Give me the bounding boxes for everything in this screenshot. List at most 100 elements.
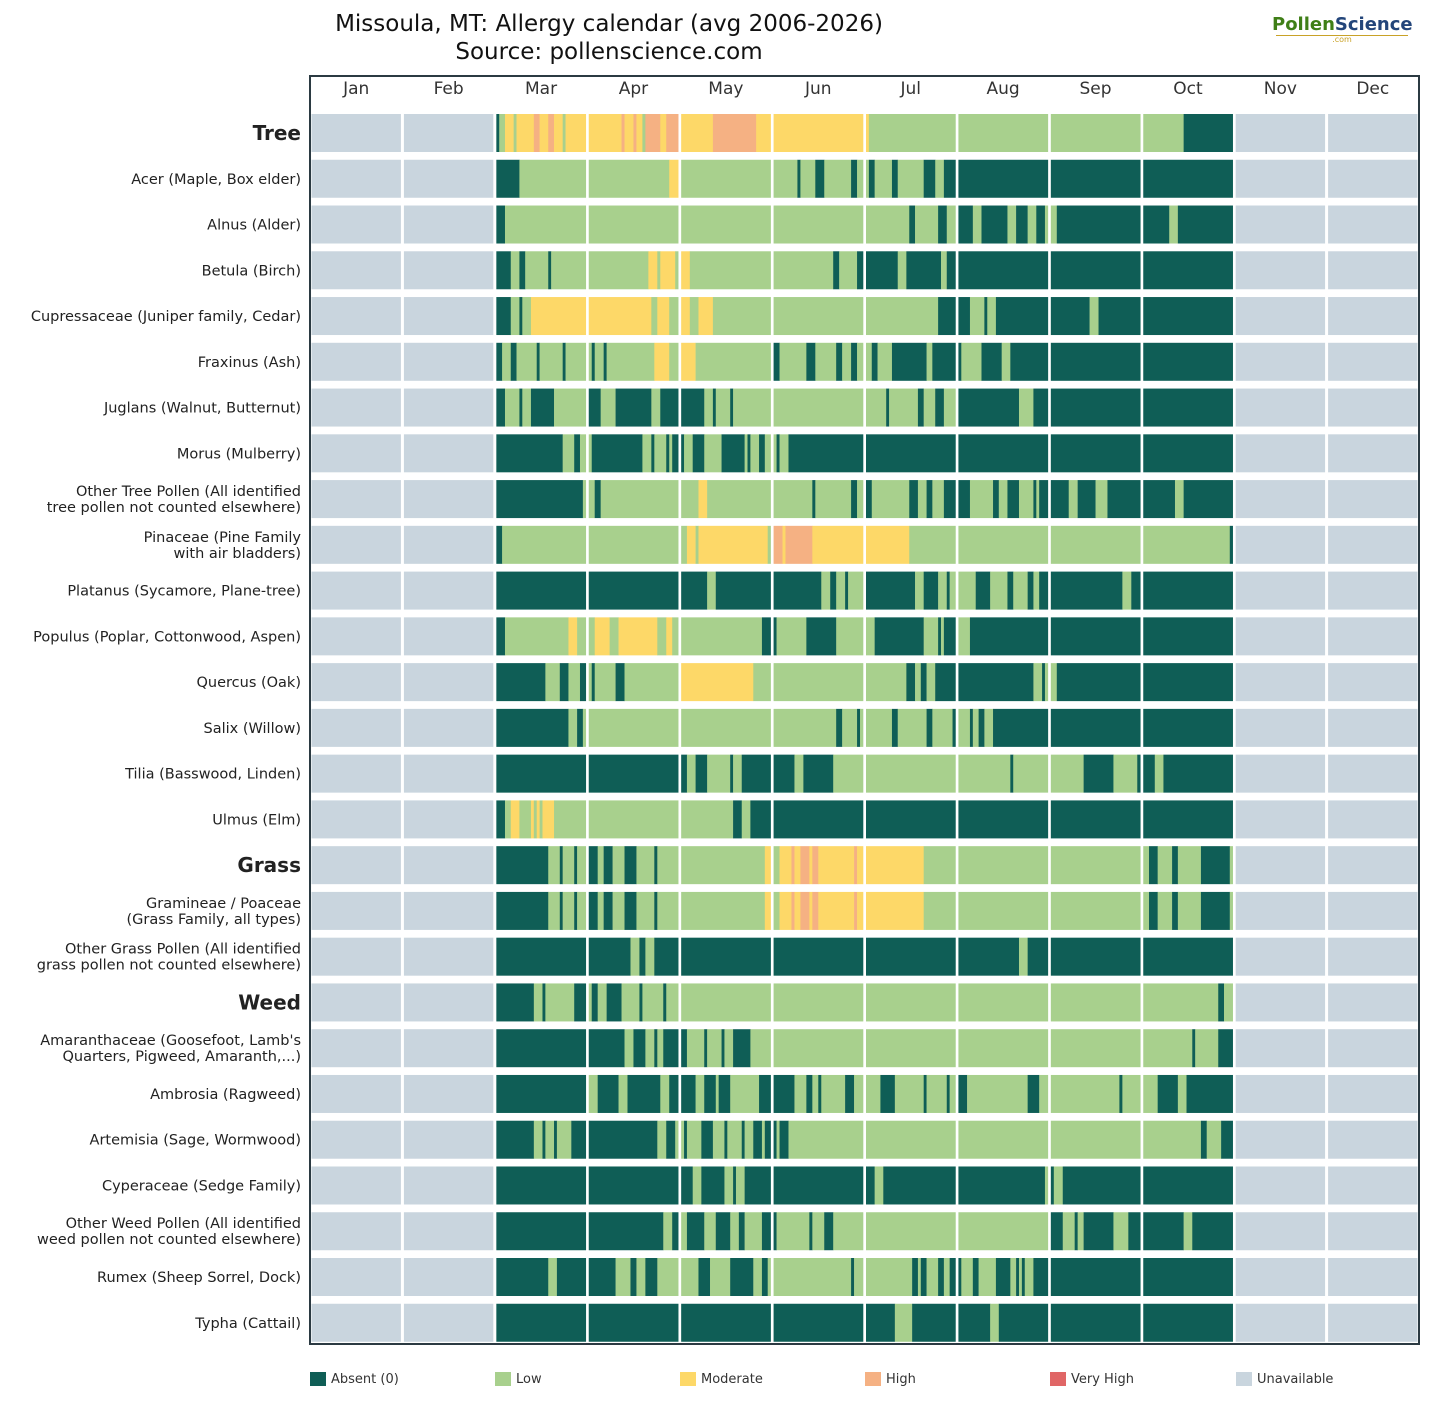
cell-unavailable	[1328, 663, 1418, 702]
cell-absent	[1183, 480, 1233, 519]
cell-absent	[672, 434, 679, 473]
cell-absent	[639, 983, 643, 1022]
cell-low	[764, 434, 771, 473]
cell-unavailable	[311, 434, 401, 473]
cell-low	[958, 1212, 1049, 1251]
legend-swatch	[1050, 1372, 1066, 1386]
cell-absent	[624, 846, 637, 885]
cell-low	[681, 846, 766, 885]
legend-label: High	[886, 1371, 916, 1387]
cell-low	[695, 525, 699, 564]
cell-absent	[519, 251, 526, 290]
cell-low	[938, 571, 948, 610]
cell-low	[519, 800, 532, 839]
cell-absent	[548, 251, 552, 290]
cell-low	[582, 480, 587, 519]
cell-unavailable	[311, 754, 401, 793]
cell-unavailable	[403, 846, 494, 885]
cell-absent	[1192, 1212, 1233, 1251]
cell-absent	[1033, 480, 1037, 519]
cell-low	[753, 1258, 763, 1296]
cell-unavailable	[1235, 1029, 1326, 1068]
cell-low	[597, 983, 607, 1022]
cell-absent	[603, 342, 607, 381]
cell-absent	[630, 1258, 637, 1296]
legend-item-high: High	[865, 1370, 916, 1388]
cell-low	[990, 571, 1008, 610]
cell-low	[609, 617, 619, 656]
cell-absent	[588, 937, 631, 976]
cell-low	[600, 388, 616, 427]
cell-absent	[995, 297, 1049, 336]
cell-absent	[1143, 1303, 1233, 1342]
cell-high	[712, 114, 757, 152]
row-label-line: Tree	[253, 121, 301, 145]
cell-low	[675, 1120, 679, 1159]
cell-absent	[588, 388, 601, 427]
cell-low	[588, 617, 596, 656]
cell-low	[707, 1029, 722, 1068]
cell-moderate	[809, 891, 813, 930]
cell-low	[815, 342, 837, 381]
cell-low	[504, 205, 587, 244]
cell-absent	[654, 846, 658, 885]
cell-absent	[1010, 754, 1014, 793]
cell-moderate	[681, 251, 691, 290]
cell-absent	[1050, 571, 1123, 610]
cell-absent	[627, 1074, 661, 1113]
cell-low	[958, 1120, 1049, 1159]
cell-absent	[818, 1074, 822, 1113]
cell-low	[689, 251, 771, 290]
cell-low	[821, 571, 831, 610]
cell-absent	[923, 1074, 927, 1113]
cell-low	[821, 1074, 846, 1113]
row-label: Other Grass Pollen (All identified grass …	[37, 942, 301, 974]
cell-absent	[1143, 571, 1233, 610]
cell-absent	[833, 251, 840, 290]
cell-low	[794, 754, 804, 793]
cell-absent	[615, 663, 625, 702]
cell-low	[773, 480, 813, 519]
row-label-line: Rumex (Sheep Sorrel, Dock)	[97, 1270, 301, 1286]
cell-low	[1053, 1166, 1064, 1205]
cell-low	[548, 846, 561, 885]
cell-low	[1013, 754, 1049, 793]
cell-unavailable	[1328, 434, 1418, 473]
cell-absent	[759, 434, 766, 473]
cell-moderate	[618, 617, 658, 656]
cell-low	[866, 205, 910, 244]
cell-absent	[663, 983, 667, 1022]
cell-absent	[597, 1074, 619, 1113]
cell-high	[812, 846, 819, 885]
cell-unavailable	[403, 708, 494, 747]
cell-absent	[496, 983, 535, 1022]
cell-low	[926, 1258, 939, 1296]
cell-absent	[946, 571, 950, 610]
cell-unavailable	[311, 800, 401, 839]
cell-low	[773, 251, 834, 290]
cell-absent	[883, 1166, 956, 1205]
cell-low	[866, 754, 956, 793]
cell-low	[577, 891, 587, 930]
cell-low	[681, 480, 699, 519]
cell-low	[744, 1212, 763, 1251]
cell-absent	[969, 617, 1049, 656]
cell-unavailable	[1328, 983, 1418, 1022]
cell-low	[1143, 1074, 1158, 1113]
cell-low	[624, 1029, 634, 1068]
cell-absent	[975, 571, 991, 610]
cell-low	[654, 434, 667, 473]
cell-low	[612, 846, 625, 885]
cell-moderate	[594, 617, 610, 656]
cell-low	[857, 159, 864, 198]
cell-absent	[1143, 297, 1233, 336]
cell-absent	[588, 1303, 679, 1342]
cell-absent	[958, 434, 1049, 473]
row-label-line: Fraxinus (Ash)	[198, 355, 301, 371]
cell-unavailable	[311, 846, 401, 885]
cell-absent	[866, 571, 916, 610]
cell-low	[773, 983, 864, 1022]
cell-absent	[666, 1120, 676, 1159]
cell-low	[672, 617, 679, 656]
cell-absent	[588, 891, 598, 930]
